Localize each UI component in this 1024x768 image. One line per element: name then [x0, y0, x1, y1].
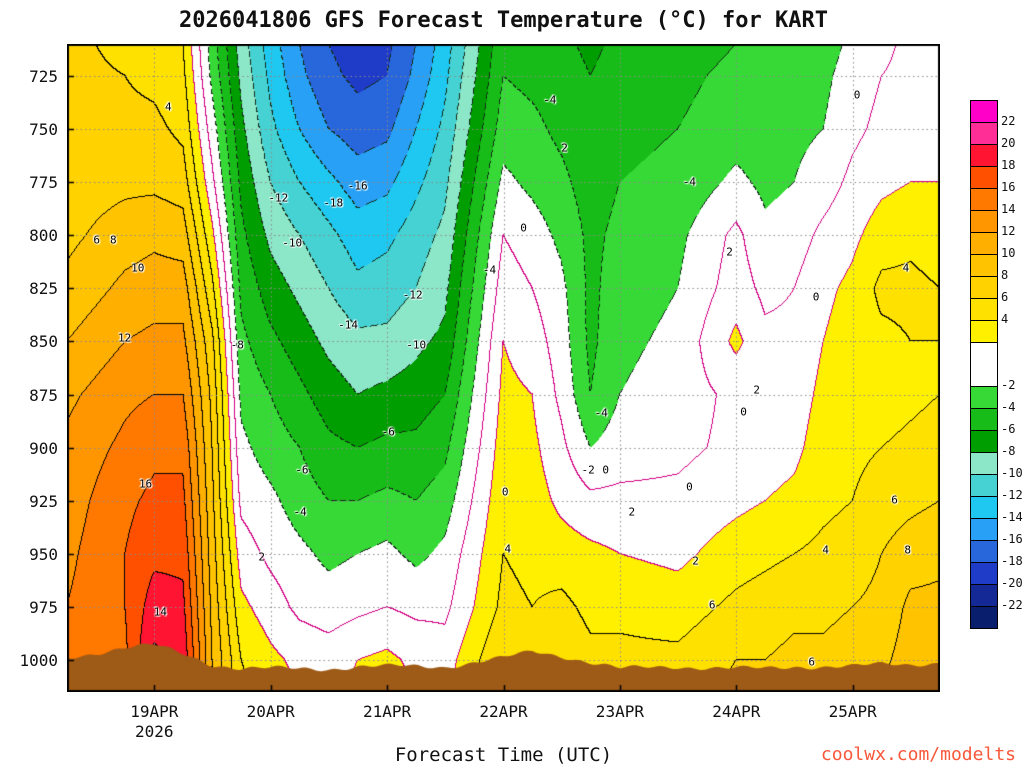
colorbar-cell — [970, 298, 998, 321]
colorbar-cell — [970, 474, 998, 497]
x-tick-label: 19APR — [130, 702, 179, 721]
colorbar-cell — [970, 584, 998, 607]
colorbar-cell — [970, 166, 998, 189]
x-axis-year-label: 2026 — [135, 722, 174, 741]
colorbar-cell — [970, 320, 998, 343]
colorbar-tick-label: 20 — [1001, 136, 1016, 150]
colorbar-cell — [970, 606, 998, 629]
colorbar-tick-label: -14 — [1001, 510, 1023, 524]
colorbar-tick-label: 10 — [1001, 246, 1016, 260]
colorbar-tick-label: -20 — [1001, 576, 1023, 590]
colorbar-tick-label: -18 — [1001, 554, 1023, 568]
y-tick-label: 850 — [29, 332, 58, 352]
colorbar-cell — [970, 100, 998, 123]
colorbar-tick-label: 14 — [1001, 202, 1016, 216]
y-tick-label: 950 — [29, 544, 58, 564]
x-tick-label: 25APR — [828, 702, 877, 721]
colorbar-cell — [970, 188, 998, 211]
colorbar-tick-label: 16 — [1001, 180, 1016, 194]
y-tick-label: 775 — [29, 173, 58, 193]
colorbar-tick-label: -10 — [1001, 466, 1023, 480]
colorbar-cell — [970, 562, 998, 585]
colorbar-cell — [970, 144, 998, 167]
colorbar-cell — [970, 122, 998, 145]
colorbar-tick-label: -2 — [1001, 378, 1016, 392]
colorbar-tick-label: 12 — [1001, 224, 1016, 238]
contour-plot-canvas — [67, 44, 940, 692]
colorbar-cell — [970, 518, 998, 541]
colorbar-cell — [970, 496, 998, 519]
y-tick-label: 925 — [29, 491, 58, 511]
colorbar-tick-label: 22 — [1001, 114, 1016, 128]
colorbar-tick-label: -8 — [1001, 444, 1016, 458]
colorbar-cell — [970, 232, 998, 255]
y-tick-label: 1000 — [19, 651, 58, 671]
colorbar-cell — [970, 430, 998, 453]
colorbar-cell — [970, 254, 998, 277]
plot-area: 4 -4 0 2 -4 -16 -12 -18 6 8 -10 0 2 10 4 -4 -12 0 12 -14 -8-… — [67, 44, 940, 692]
chart-title: 2026041806 GFS Forecast Temperature (°C)… — [178, 8, 828, 33]
y-tick-label: 975 — [29, 598, 58, 618]
watermark-link[interactable]: coolwx.com/modelts — [820, 744, 1016, 765]
y-tick-label: 750 — [29, 119, 58, 139]
y-tick-label: 825 — [29, 279, 58, 299]
colorbar-tick-label: -16 — [1001, 532, 1023, 546]
colorbar-cell — [970, 408, 998, 431]
x-axis-title: Forecast Time (UTC) — [394, 744, 613, 766]
colorbar-tick-label: -12 — [1001, 488, 1023, 502]
colorbar-tick-label: -4 — [1001, 400, 1016, 414]
x-tick-label: 20APR — [246, 702, 295, 721]
colorbar-cell — [970, 452, 998, 475]
colorbar-cell — [970, 342, 998, 387]
x-tick-label: 22APR — [479, 702, 528, 721]
colorbar-cell — [970, 210, 998, 233]
y-tick-label: 875 — [29, 385, 58, 405]
y-tick-label: 800 — [29, 226, 58, 246]
x-tick-label: 21APR — [363, 702, 412, 721]
x-tick-label: 24APR — [712, 702, 761, 721]
y-tick-label: 725 — [29, 66, 58, 86]
colorbar-tick-label: -22 — [1001, 598, 1023, 612]
colorbar-cell — [970, 276, 998, 299]
colorbar-tick-label: 8 — [1001, 268, 1009, 282]
colorbar-tick-label: 18 — [1001, 158, 1016, 172]
colorbar-tick-label: -6 — [1001, 422, 1016, 436]
colorbar-tick-label: 4 — [1001, 312, 1009, 326]
colorbar-cell — [970, 386, 998, 409]
colorbar-tick-label: 6 — [1001, 290, 1009, 304]
colorbar-cell — [970, 540, 998, 563]
x-tick-label: 23APR — [595, 702, 644, 721]
y-tick-label: 900 — [29, 438, 58, 458]
